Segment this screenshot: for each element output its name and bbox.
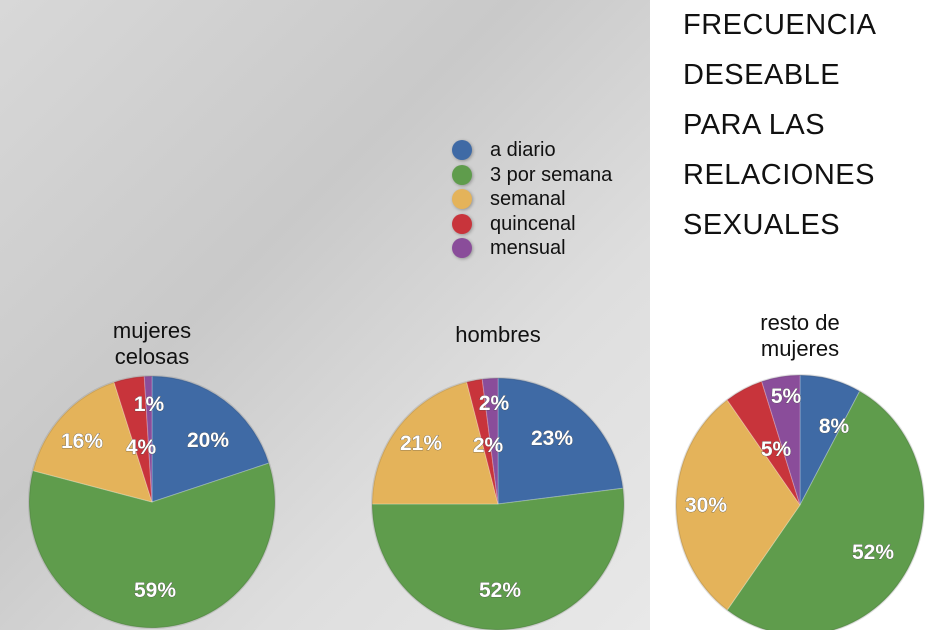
pie-slice-mensual [761,374,801,506]
pie-slice-quincenal [113,375,153,503]
legend-item: semanal [452,187,612,212]
pie-slice-3-por-semana [28,462,276,629]
legend-label: mensual [490,237,566,259]
pie-data-label: 30% [685,494,727,517]
pie-slice-quincenal [726,380,801,506]
pie-slice-a-diario [151,375,270,503]
title-line: DESEABLE [683,59,841,91]
legend-label: a diario [490,139,556,161]
pie-outline [675,374,925,630]
pie-outline [371,377,625,630]
pie-title-line: hombres [455,322,541,347]
legend: a diario 3 por semana semanal quincenal … [452,138,612,261]
title-line: FRECUENCIA [683,9,877,41]
pie-data-label: 20% [187,429,229,452]
legend-label: quincenal [490,212,576,235]
pie-title-line: mujeres [760,336,840,361]
pie-slice-a-diario [497,377,624,505]
pie-data-label: 2% [479,392,510,415]
pie-data-label: 5% [761,438,792,461]
pie-data-label: 8% [819,415,850,438]
pie-slice-3-por-semana [726,390,925,630]
pie-data-label: 16% [61,430,103,453]
pie-data-label: 21% [400,432,442,455]
pie-slice-semanal [371,381,499,505]
pie-title-line: mujeres [112,318,192,343]
pie-slice-semanal [32,381,153,503]
legend-label: 3 por semana [490,163,613,186]
pie-data-label: 52% [852,541,894,564]
legend-swatch [452,213,472,234]
legend-item: a diario [452,138,612,163]
legend-label: semanal [490,188,566,210]
pie-slice-mensual [481,377,499,505]
pie-outline [28,375,276,629]
legend-swatch [452,164,472,185]
legend-item: quincenal [452,212,612,237]
legend-swatch [452,238,472,259]
title-line: SEXUALES [683,209,841,241]
legend-swatch [452,140,472,161]
title-line: PARA LAS [683,109,826,141]
pie-data-label: 23% [531,427,573,450]
pie-data-label: 1% [134,393,165,416]
pie-slice-semanal [675,399,801,611]
pie-title-mujeres-celosas: mujeres celosas [92,318,212,370]
pie-slice-3-por-semana [371,487,625,630]
pie-title-line: resto de [760,310,840,335]
legend-item: mensual [452,236,612,261]
pie-title-line: celosas [114,344,190,369]
title-line: RELACIONES [683,159,875,191]
legend-swatch [452,189,472,210]
pie-slice-quincenal [466,378,499,505]
pie-slice-mensual [143,375,153,503]
infographic-title: FRECUENCIA DESEABLE PARA LAS RELACIONES … [683,0,877,250]
pie-data-label: 5% [771,385,802,408]
pie-data-label: 59% [134,579,176,602]
pie-data-label: 52% [479,579,521,602]
pie-2: 8% 52% 30% 5% 5% [675,374,925,630]
pie-0: 20% 59% 16% 4% 1% [28,375,276,629]
pie-1: 23% 52% 21% 2% 2% [371,377,625,630]
pie-data-label: 2% [473,434,504,457]
pie-title-hombres: hombres [438,322,558,348]
pie-data-label: 4% [126,436,157,459]
pie-title-resto-de-mujeres: resto de mujeres [735,310,865,362]
legend-item: 3 por semana [452,163,612,188]
pie-slice-a-diario [799,374,861,506]
